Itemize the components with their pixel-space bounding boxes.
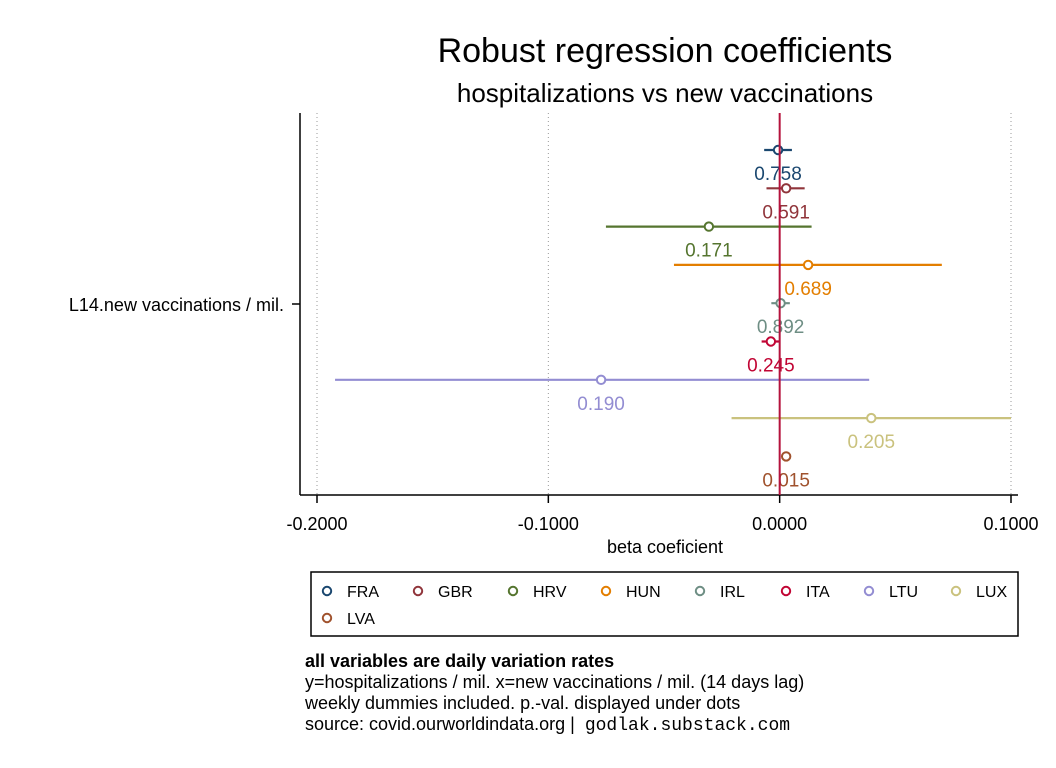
legend-label: IRL: [720, 584, 745, 601]
pval-label: 0.171: [685, 241, 733, 262]
legend-marker: [950, 585, 962, 597]
legend-marker: [321, 612, 333, 624]
pval-label: 0.205: [848, 432, 896, 453]
x-axis-label: beta coeficient: [607, 537, 723, 557]
pval-label: 0.015: [762, 470, 810, 491]
legend-label: HUN: [626, 584, 661, 601]
legend-item-hrv: HRV: [507, 584, 567, 601]
coef-point: [866, 412, 877, 424]
coef-point: [772, 144, 784, 156]
notes-line-1: y=hospitalizations / mil. x=new vaccinat…: [305, 672, 805, 692]
coef-ltu: 0.190: [335, 374, 870, 415]
legend-box: [310, 571, 1019, 637]
coef-point: [802, 259, 814, 271]
legend-item-lux: LUX: [950, 584, 1007, 601]
coef-point: [765, 336, 777, 347]
coef-lva: 0.015: [762, 451, 810, 491]
notes-block: all variables are daily variation rates …: [305, 651, 804, 737]
pval-label: 0.591: [762, 202, 810, 223]
coef-ita: 0.245: [747, 336, 795, 377]
x-tick-label: -0.1000: [518, 514, 579, 534]
legend-item-hun: HUN: [600, 584, 661, 601]
y-axis-label: L14.new vaccinations / mil.: [69, 295, 284, 315]
legend: FRA GBR HRV HUN IRL ITA LTU LUX LVA: [321, 584, 1007, 628]
legend-item-irl: IRL: [694, 584, 745, 601]
legend-label: GBR: [438, 584, 473, 601]
notes-heading: all variables are daily variation rates: [305, 651, 615, 671]
legend-marker: [412, 585, 424, 597]
legend-marker: [694, 585, 706, 597]
coef-point: [595, 374, 607, 385]
coef-hun: 0.689: [673, 259, 942, 300]
legend-label: FRA: [347, 584, 379, 601]
legend-marker: [507, 585, 519, 597]
legend-label: LTU: [889, 584, 918, 601]
legend-item-ltu: LTU: [863, 584, 918, 601]
credit-link[interactable]: godlak.substack.com: [584, 716, 791, 736]
legend-marker: [600, 585, 612, 597]
grid-lines: [316, 113, 1012, 495]
coef-hrv: 0.171: [605, 221, 812, 262]
legend-label: LUX: [976, 584, 1007, 601]
coefficient-marks: 0.7580.5910.1710.6890.8920.2450.1900.205…: [335, 144, 1011, 491]
chart-subtitle: hospitalizations vs new vaccinations: [457, 78, 873, 108]
legend-label: HRV: [533, 584, 567, 601]
legend-item-gbr: GBR: [412, 584, 473, 601]
coef-point: [703, 221, 715, 232]
legend-marker: [863, 585, 875, 597]
pval-label: 0.689: [784, 279, 832, 300]
coef-point: [780, 183, 792, 194]
legend-item-ita: ITA: [780, 584, 830, 601]
pval-label: 0.245: [747, 356, 795, 377]
coef-point: [780, 451, 792, 462]
coef-gbr: 0.591: [762, 183, 810, 223]
legend-item-lva: LVA: [321, 611, 375, 628]
legend-marker: [780, 585, 792, 597]
chart-title: Robust regression coefficients: [438, 32, 893, 70]
x-tick-label: -0.2000: [286, 514, 347, 534]
legend-item-fra: FRA: [321, 584, 379, 601]
notes-line-2: weekly dummies included. p.-val. display…: [305, 693, 741, 713]
legend-label: ITA: [806, 584, 830, 601]
legend-label: LVA: [347, 611, 375, 628]
coef-fra: 0.758: [754, 144, 802, 185]
pval-label: 0.190: [577, 394, 625, 415]
x-ticks: -0.2000 -0.1000 0.0000 0.1000: [286, 495, 1039, 534]
pval-label: 0.758: [754, 164, 802, 185]
notes-line-3: source: covid.ourworldindata.org |: [305, 714, 575, 734]
x-tick-label: 0.1000: [983, 514, 1038, 534]
x-tick-label: 0.0000: [752, 514, 807, 534]
legend-marker: [321, 585, 333, 597]
coef-lux: 0.205: [731, 412, 1011, 453]
